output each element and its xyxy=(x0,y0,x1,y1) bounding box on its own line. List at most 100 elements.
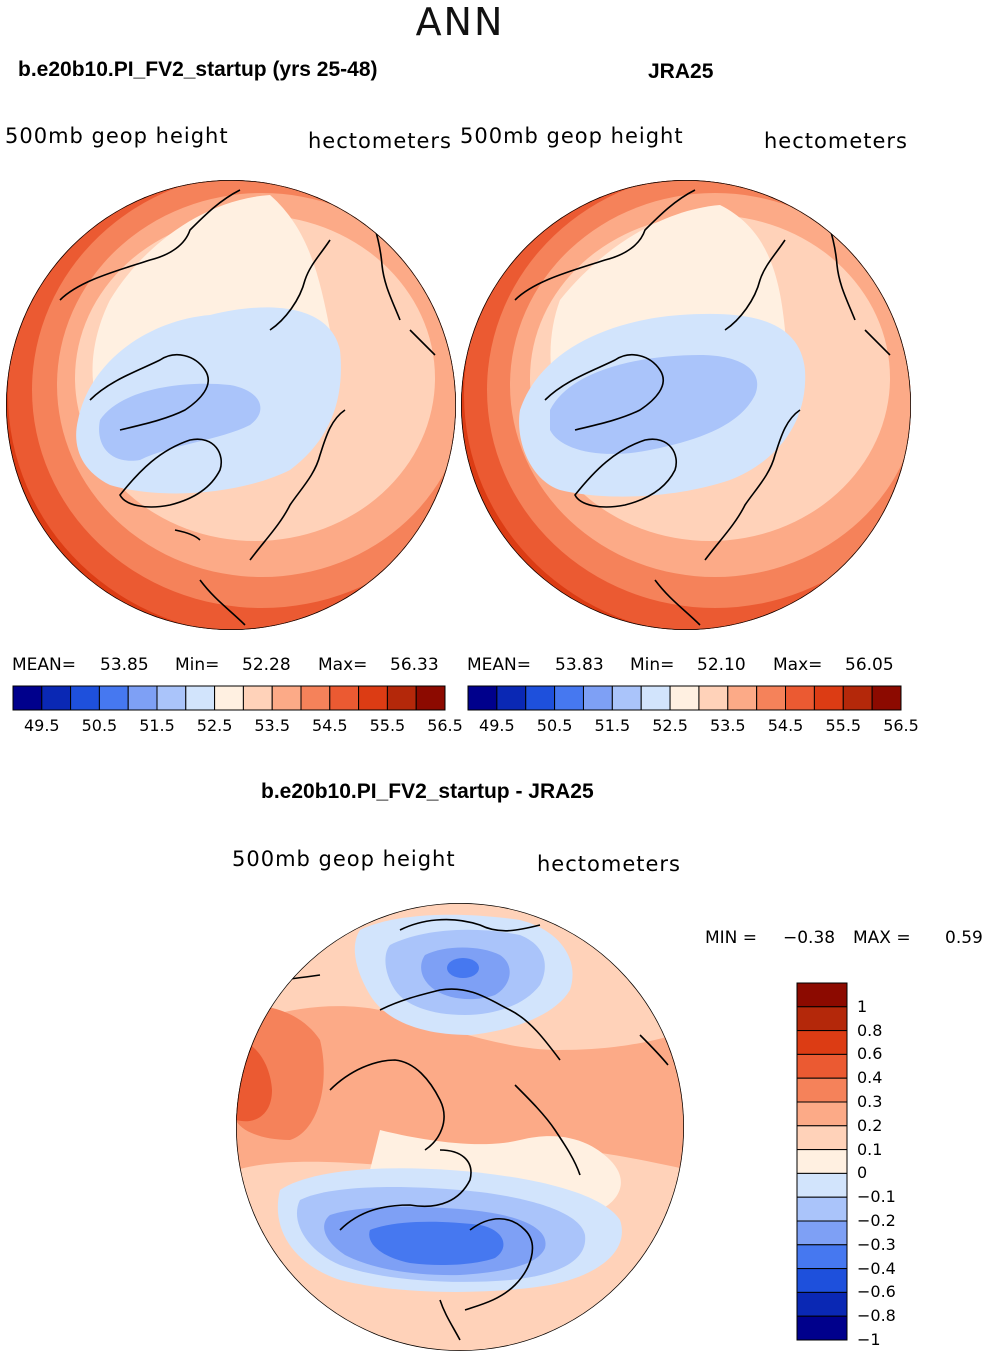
colorbar-2-tick-label: 51.5 xyxy=(594,716,631,735)
colorbar-swatch xyxy=(358,685,388,711)
colorbar-2-tick-label: 49.5 xyxy=(479,716,515,735)
panel-2-mean-label: MEAN= xyxy=(467,655,531,675)
colorbar-diff-swatch xyxy=(796,982,848,1008)
colorbar-swatch xyxy=(127,685,158,711)
panel-3-title: b.e20b10.PI_FV2_startup - JRA25 xyxy=(261,780,594,803)
colorbar-swatch xyxy=(386,685,417,711)
colorbar-diff-swatch xyxy=(796,1149,848,1174)
colorbar-swatch xyxy=(242,685,273,711)
panel-2-max-value: 56.05 xyxy=(845,655,894,675)
colorbar-2-tick-label: 55.5 xyxy=(825,716,862,735)
colorbar-diff-swatch xyxy=(796,1244,848,1270)
colorbar-diff-swatch xyxy=(796,1196,848,1222)
colorbar-diff-swatch xyxy=(796,1101,848,1127)
colorbar-swatch xyxy=(329,685,360,711)
colorbar-1-tick-label: 50.5 xyxy=(81,716,118,735)
panel-1-map xyxy=(6,180,456,630)
colorbar-diff-tick-label: 1 xyxy=(857,996,868,1016)
colorbar-swatch xyxy=(70,685,100,711)
panel-1-mean-value: 53.85 xyxy=(100,655,149,675)
colorbar-swatch xyxy=(611,685,642,711)
panel-2-title: JRA25 xyxy=(648,60,714,83)
panel-3-max-value: 0.59 xyxy=(945,928,983,948)
colorbar-1-tick-label: 52.5 xyxy=(196,716,233,735)
colorbar-swatch xyxy=(785,685,815,711)
colorbar-swatch xyxy=(271,685,302,711)
colorbar-diff-swatch xyxy=(796,1030,848,1055)
panel-2-units-label: hectometers xyxy=(764,129,908,153)
colorbar-swatch xyxy=(98,685,129,711)
colorbar-diff-tick-label: −0.6 xyxy=(857,1282,896,1302)
panel-3-map xyxy=(236,903,684,1351)
colorbar-swatch xyxy=(554,685,584,711)
panel-2-min-value: 52.10 xyxy=(697,655,746,675)
panel-3-min-label: MIN = xyxy=(705,928,758,948)
colorbar-diff-tick-label: 0 xyxy=(857,1163,868,1183)
colorbar-swatch xyxy=(640,685,671,711)
colorbar-diff-tick-label: −0.2 xyxy=(857,1211,896,1230)
colorbar-swatch xyxy=(842,685,873,711)
panel-1-max-label: Max= xyxy=(318,655,368,675)
colorbar-swatch xyxy=(185,685,216,711)
panel-1-mean-label: MEAN= xyxy=(12,655,76,675)
colorbar-1-tick-label: 51.5 xyxy=(139,716,175,735)
colorbar-swatch xyxy=(467,685,498,711)
colorbar-diff-swatch xyxy=(796,1125,848,1151)
panel-1-max-value: 56.33 xyxy=(390,655,439,675)
colorbar-2-tick-label: 56.5 xyxy=(883,716,919,735)
panel-2-variable-label: 500mb geop height xyxy=(460,124,684,148)
colorbar-swatch xyxy=(756,685,787,711)
colorbar-swatch xyxy=(582,685,613,711)
colorbar-diff-swatch xyxy=(796,1291,848,1317)
colorbar-1-tick-label: 54.5 xyxy=(311,716,348,735)
colorbar-diff-tick-label: 0.6 xyxy=(857,1044,883,1064)
panel-2-min-label: Min= xyxy=(630,655,675,675)
colorbar-1-tick-label: 49.5 xyxy=(23,716,60,735)
colorbar-swatch xyxy=(813,685,844,711)
panel-3-units-label: hectometers xyxy=(537,852,681,876)
colorbar-diff-swatch xyxy=(796,1268,848,1293)
panel-3-variable-label: 500mb geop height xyxy=(232,847,456,871)
panel-1-title: b.e20b10.PI_FV2_startup (yrs 25-48) xyxy=(18,58,378,81)
colorbar-swatch xyxy=(415,685,446,711)
panel-1-units-label: hectometers xyxy=(308,129,452,153)
colorbar-diff-tick-label: 0.3 xyxy=(857,1092,883,1111)
colorbar-swatch xyxy=(156,685,187,711)
panel-2-max-label: Max= xyxy=(773,655,823,675)
colorbar-diff xyxy=(796,982,848,1341)
colorbar-swatch xyxy=(300,685,331,711)
colorbar-diff-tick-label: −0.3 xyxy=(857,1234,896,1254)
colorbar-diff-tick-label: −0.1 xyxy=(857,1187,896,1207)
colorbar-swatch xyxy=(41,685,72,711)
figure-title: ANN xyxy=(415,0,505,44)
colorbar-diff-swatch xyxy=(796,1315,848,1341)
panel-1-min-value: 52.28 xyxy=(242,655,291,675)
colorbar-2 xyxy=(467,685,902,711)
colorbar-2-tick-label: 53.5 xyxy=(709,716,746,735)
colorbar-diff-swatch xyxy=(796,1006,848,1032)
panel-2-mean-value: 53.83 xyxy=(555,655,604,675)
colorbar-diff-swatch xyxy=(796,1053,848,1079)
panel-3-max-label: MAX = xyxy=(853,928,911,948)
colorbar-diff-tick-label: 0.1 xyxy=(857,1139,883,1159)
panel-3-min-value: −0.38 xyxy=(783,928,836,948)
colorbar-diff-tick-label: 0.4 xyxy=(857,1068,883,1088)
colorbar-diff-swatch xyxy=(796,1172,848,1198)
colorbar-swatch xyxy=(669,685,700,711)
colorbar-1 xyxy=(12,685,446,711)
panel-1-min-label: Min= xyxy=(175,655,220,675)
colorbar-diff-tick-label: −1 xyxy=(857,1330,881,1349)
colorbar-diff-swatch xyxy=(796,1220,848,1246)
panel-2-map xyxy=(461,180,911,630)
colorbar-swatch xyxy=(525,685,556,711)
colorbar-swatch xyxy=(698,685,729,711)
colorbar-1-tick-label: 56.5 xyxy=(427,716,463,735)
colorbar-diff-tick-label: −0.4 xyxy=(857,1258,896,1278)
colorbar-2-tick-label: 50.5 xyxy=(536,716,573,735)
colorbar-diff-tick-label: −0.8 xyxy=(857,1306,896,1326)
colorbar-swatch xyxy=(727,685,758,711)
colorbar-swatch xyxy=(214,685,244,711)
colorbar-diff-swatch xyxy=(796,1077,848,1103)
colorbar-1-tick-label: 53.5 xyxy=(254,716,290,735)
